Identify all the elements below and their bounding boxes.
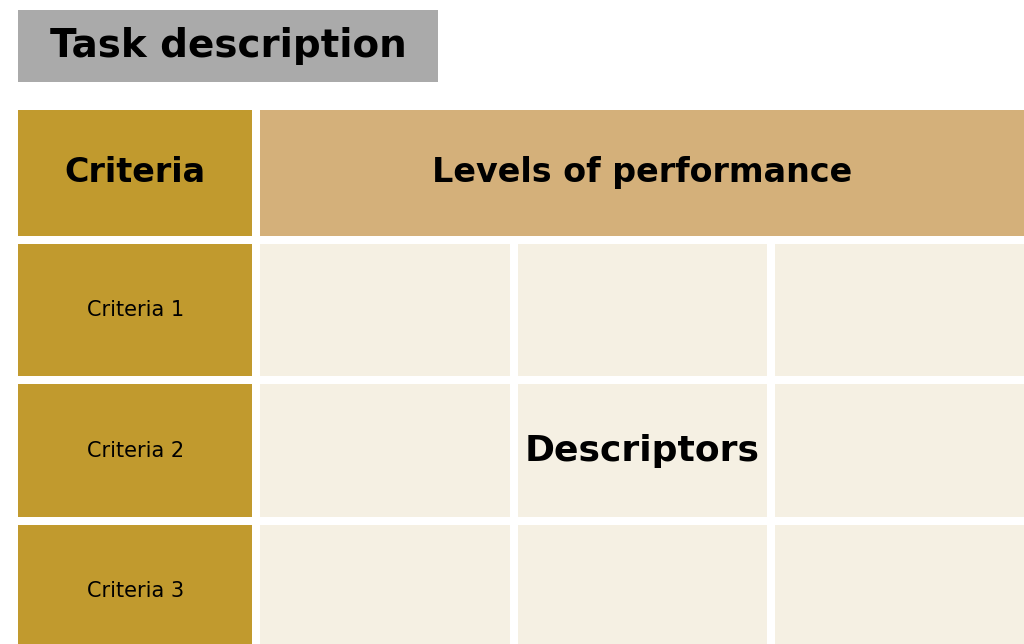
Text: Criteria 2: Criteria 2 <box>87 440 183 460</box>
Text: Criteria: Criteria <box>65 156 206 189</box>
Text: Descriptors: Descriptors <box>524 433 760 468</box>
Bar <box>517 525 767 644</box>
Bar <box>517 244 767 376</box>
Bar <box>260 244 510 376</box>
Bar <box>18 110 252 236</box>
Bar <box>775 384 1024 517</box>
Text: Levels of performance: Levels of performance <box>432 156 852 189</box>
Bar <box>18 384 252 517</box>
Bar <box>260 384 510 517</box>
Text: Criteria 1: Criteria 1 <box>87 300 183 320</box>
Text: Task description: Task description <box>49 27 407 65</box>
Bar <box>260 110 1024 236</box>
Bar <box>18 525 252 644</box>
Bar <box>775 244 1024 376</box>
Bar <box>18 10 438 82</box>
Bar <box>517 384 767 517</box>
Bar <box>775 525 1024 644</box>
Bar <box>18 244 252 376</box>
Text: Criteria 3: Criteria 3 <box>87 581 183 601</box>
Bar <box>260 525 510 644</box>
